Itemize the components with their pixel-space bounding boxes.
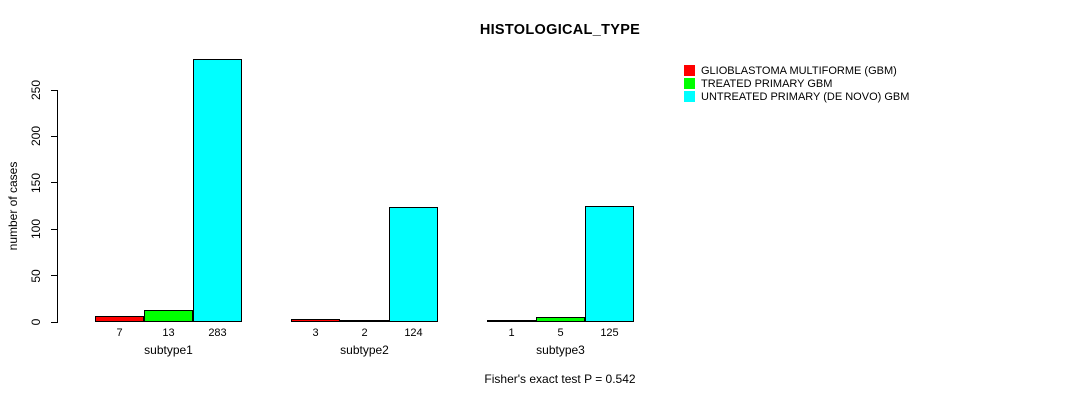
y-tick-label: 150 [29,172,43,193]
category-label: subtype2 [340,343,389,357]
legend-label: TREATED PRIMARY GBM [701,77,833,90]
legend-label: GLIOBLASTOMA MULTIFORME (GBM) [701,64,897,77]
bar-value-label: 283 [208,327,227,339]
category-label: subtype1 [144,343,193,357]
bar [340,319,389,322]
y-tick [51,135,57,137]
legend: GLIOBLASTOMA MULTIFORME (GBM) TREATED PR… [684,64,909,103]
bar [585,206,634,322]
bar-value-label: 5 [557,327,564,339]
bar [144,309,193,322]
y-tick [51,228,57,230]
category-label: subtype3 [536,343,585,357]
legend-item: UNTREATED PRIMARY (DE NOVO) GBM [684,90,909,103]
bar-value-label: 124 [404,327,423,339]
y-tick-label: 0 [29,318,43,326]
y-tick-label: 50 [29,268,43,283]
bar [536,317,585,322]
bar-value-label: 1 [508,327,515,339]
y-tick-label: 100 [29,219,43,240]
legend-item: TREATED PRIMARY GBM [684,77,909,90]
bar-value-label: 13 [162,327,175,339]
bar-value-label: 125 [600,327,619,339]
bar [193,59,242,322]
y-tick [51,321,57,323]
bar [95,315,144,322]
y-tick [51,275,57,277]
legend-label: UNTREATED PRIMARY (DE NOVO) GBM [701,90,910,103]
legend-item: GLIOBLASTOMA MULTIFORME (GBM) [684,64,909,77]
chart-title: HISTOLOGICAL_TYPE [479,22,641,38]
y-tick-label: 250 [29,79,43,101]
bar-value-label: 2 [361,327,368,339]
legend-swatch-cyan [684,91,695,102]
annotation-fisher-test: Fisher's exact test P = 0.542 [484,372,636,386]
y-axis [57,90,58,323]
bar-value-label: 3 [312,327,319,339]
bar [389,206,438,322]
bar [291,319,340,322]
y-tick [51,182,57,184]
legend-swatch-red [684,65,695,76]
legend-swatch-green [684,78,695,89]
bar [487,319,536,322]
bar-value-label: 7 [116,327,123,339]
y-tick [51,89,57,91]
y-tick-label: 200 [29,126,43,147]
